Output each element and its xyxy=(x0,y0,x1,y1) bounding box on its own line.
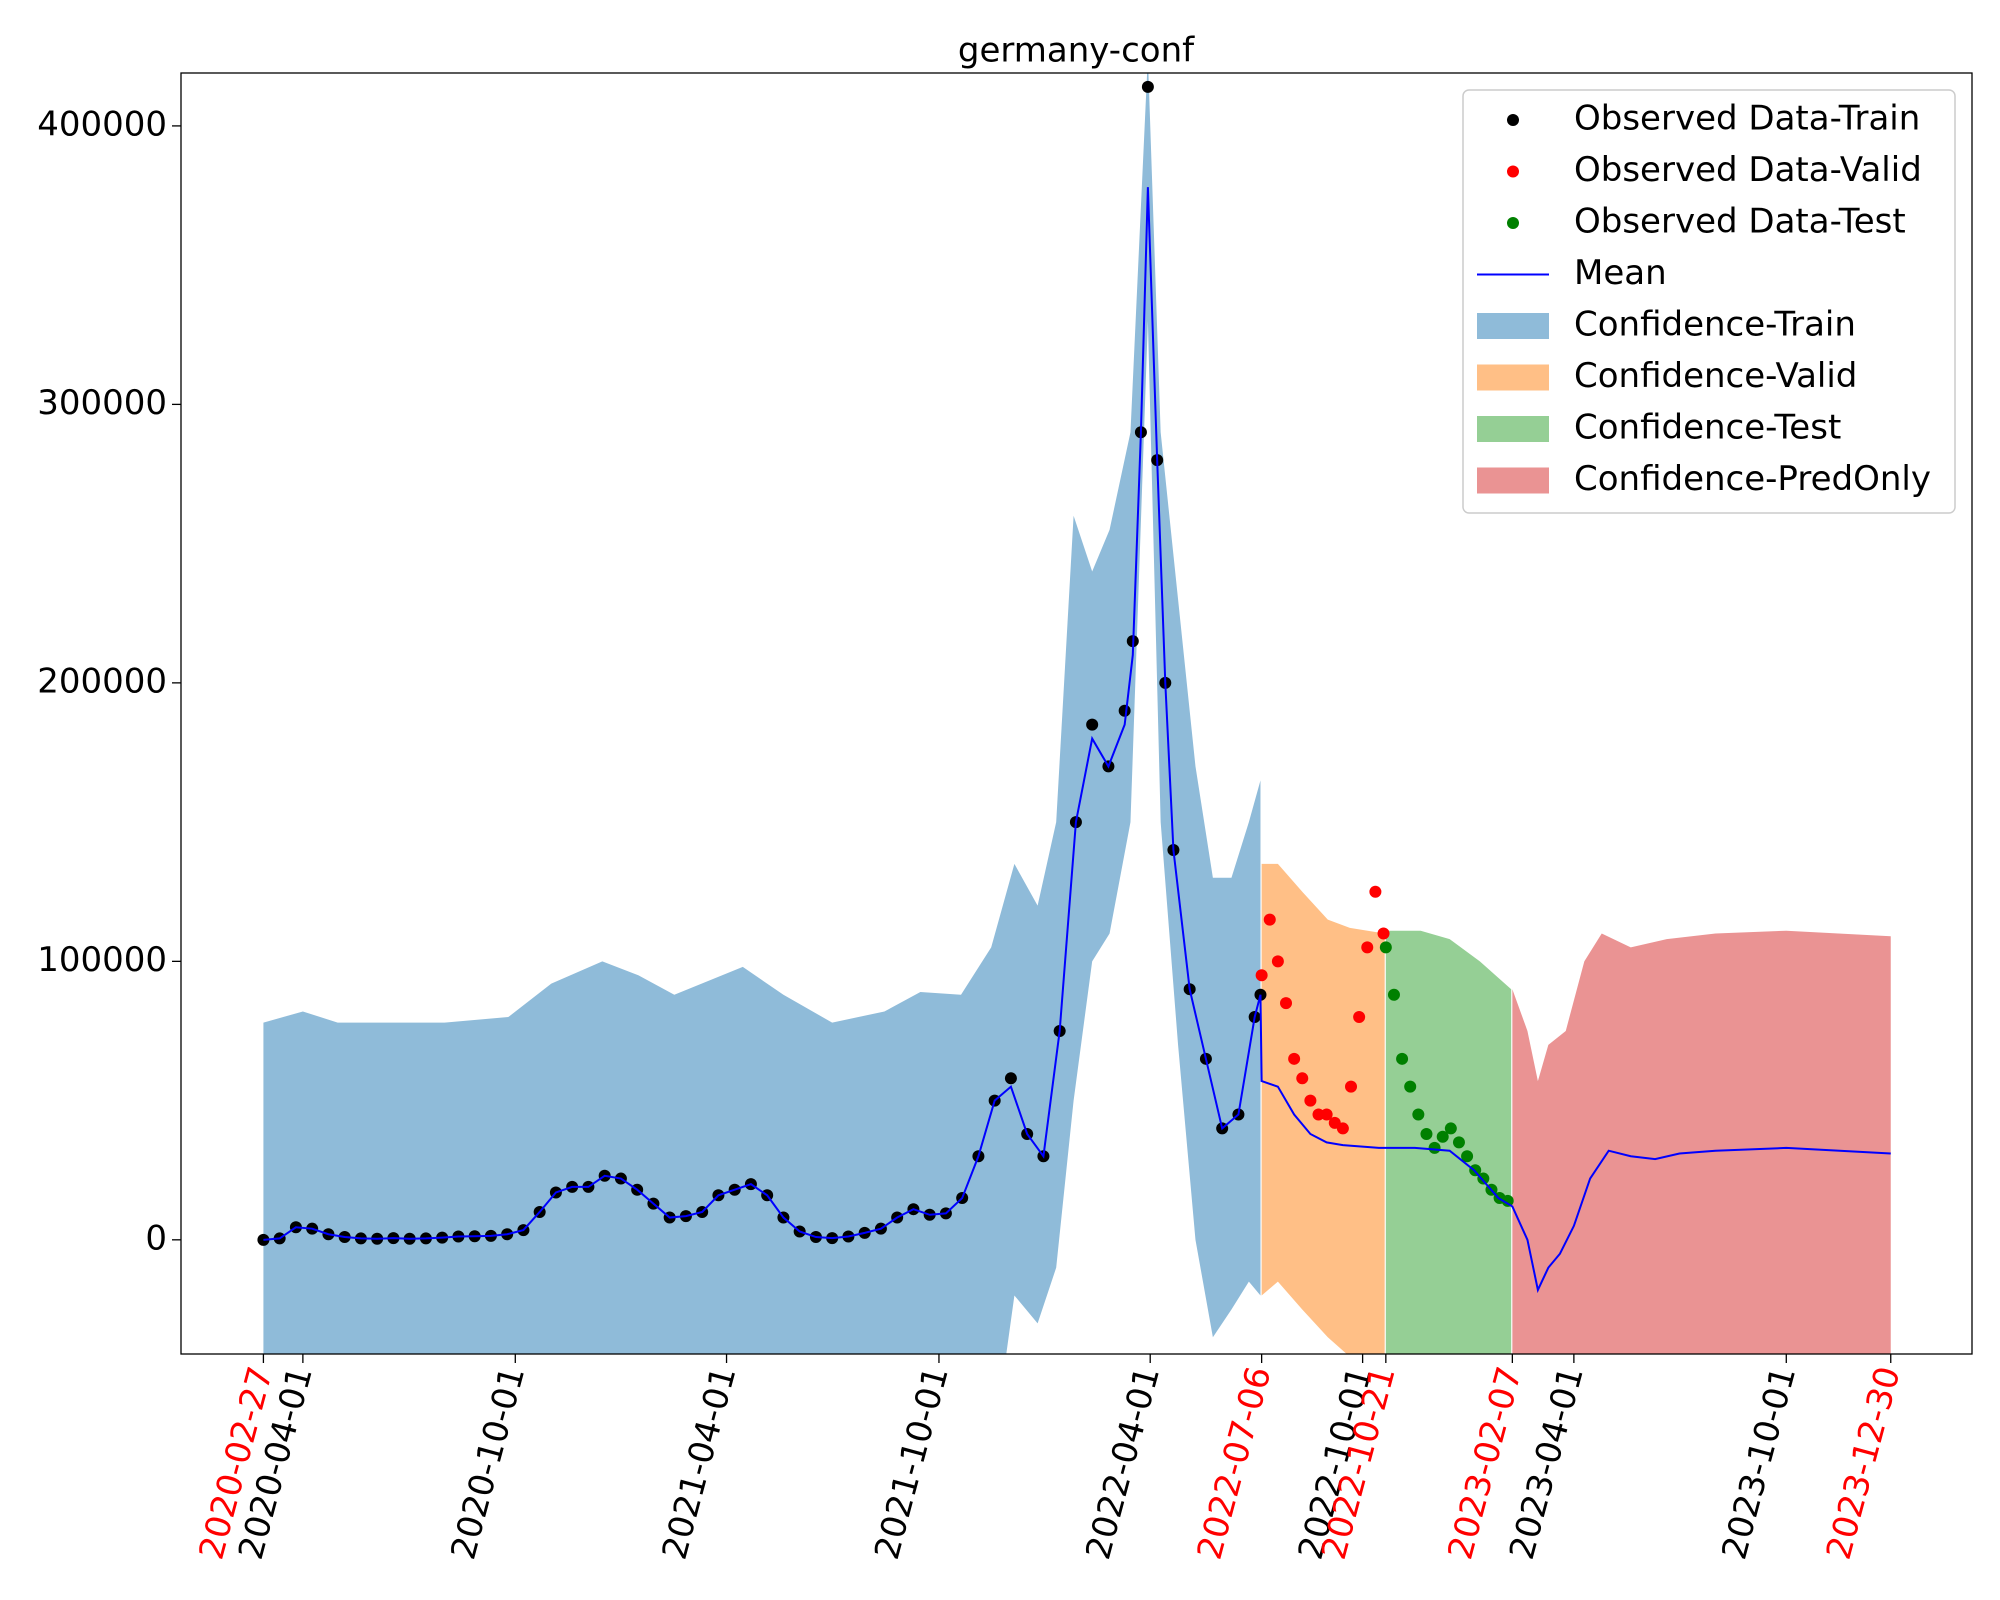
data-point xyxy=(1263,913,1276,926)
data-point xyxy=(1396,1052,1409,1065)
axes-frame xyxy=(180,72,1973,1355)
data-point xyxy=(1086,718,1099,731)
legend-marker xyxy=(1477,364,1549,391)
data-point xyxy=(1361,941,1374,954)
legend-label: Observed Data-Test xyxy=(1574,202,1906,242)
data-point xyxy=(1428,1141,1441,1154)
legend-label: Observed Data-Train xyxy=(1574,99,1920,139)
y-tick-label: 200000 xyxy=(37,661,167,701)
data-point xyxy=(1345,1080,1358,1093)
legend-label: Confidence-Train xyxy=(1574,305,1856,345)
data-point xyxy=(1304,1094,1317,1107)
x-tick-label: 2023-10-01 xyxy=(1714,1362,1804,1563)
data-point xyxy=(1461,1150,1474,1163)
data-point xyxy=(1004,1072,1017,1085)
data-point xyxy=(1377,927,1390,940)
legend-marker xyxy=(1507,165,1519,178)
mean-line xyxy=(263,187,1891,1294)
data-point xyxy=(1320,1108,1333,1121)
legend-label: Confidence-PredOnly xyxy=(1574,459,1931,499)
data-point xyxy=(1369,885,1382,898)
data-point xyxy=(1353,1011,1366,1024)
data-point xyxy=(1296,1072,1309,1085)
x-tick-label: 2020-10-01 xyxy=(443,1362,533,1563)
legend-label: Observed Data-Valid xyxy=(1574,150,1922,190)
legend-box xyxy=(1462,89,1956,514)
data-point xyxy=(1452,1136,1465,1149)
x-tick-label: 2021-04-01 xyxy=(655,1362,745,1563)
chart-title: germany-conf xyxy=(958,31,1195,71)
legend-marker xyxy=(1477,416,1549,442)
data-point xyxy=(1436,1130,1449,1143)
x-tick-label: 2022-04-01 xyxy=(1078,1362,1168,1563)
data-point xyxy=(1255,969,1268,982)
data-point xyxy=(1501,1194,1514,1207)
x-tick-label: 2023-12-30 xyxy=(1819,1362,1909,1563)
data-point xyxy=(1444,1122,1457,1135)
x-tick-label: 2022-07-06 xyxy=(1190,1362,1280,1563)
confidence-band xyxy=(1261,863,1385,1354)
x-tick-label: 2021-10-01 xyxy=(867,1362,957,1563)
legend-label: Mean xyxy=(1574,253,1667,293)
y-tick-label: 300000 xyxy=(37,383,167,423)
confidence-band xyxy=(263,73,1261,1354)
data-point xyxy=(1141,80,1154,93)
legend-marker xyxy=(1477,467,1549,494)
plot-area xyxy=(257,73,1891,1354)
confidence-band xyxy=(1512,930,1891,1354)
data-point xyxy=(1404,1080,1417,1093)
y-tick-label: 400000 xyxy=(37,104,167,144)
data-point xyxy=(1271,955,1284,968)
legend-label: Confidence-Valid xyxy=(1574,356,1857,396)
data-point xyxy=(1420,1128,1433,1141)
y-tick-label: 100000 xyxy=(37,940,167,980)
legend-label: Confidence-Test xyxy=(1574,408,1841,448)
legend-marker xyxy=(1507,114,1519,126)
data-point xyxy=(1118,704,1131,717)
data-point xyxy=(1412,1108,1425,1121)
legend: Observed Data-Train Observed Data-Valid Ob… xyxy=(1462,89,1956,514)
data-point xyxy=(1280,997,1293,1010)
data-point xyxy=(1288,1052,1301,1065)
legend-marker xyxy=(1477,313,1549,339)
legend-marker xyxy=(1507,217,1519,229)
y-tick-label: 0 xyxy=(145,1218,167,1258)
data-point xyxy=(1477,1172,1490,1185)
data-point xyxy=(1387,988,1400,1001)
confidence-band xyxy=(1385,930,1512,1354)
data-point xyxy=(1379,941,1392,954)
data-point xyxy=(1336,1122,1349,1135)
